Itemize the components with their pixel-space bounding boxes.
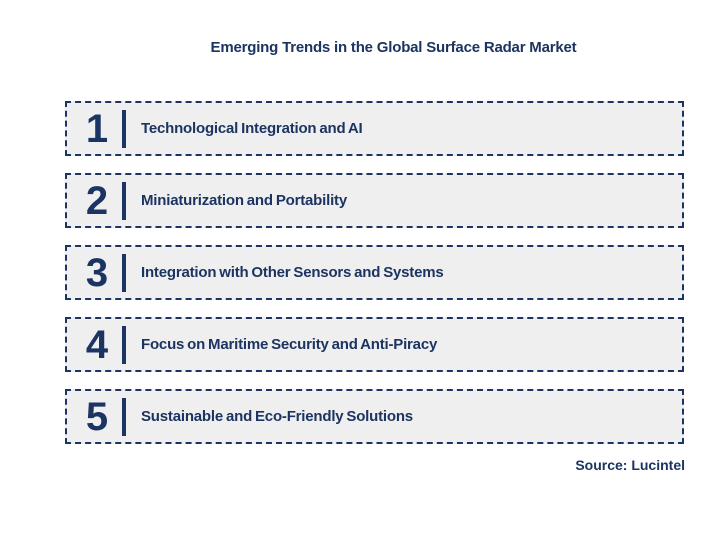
source-credit: Source: Lucintel [575,457,685,473]
trend-number: 4 [85,322,109,367]
trend-label: Sustainable and Eco-Friendly Solutions [141,408,413,425]
trend-number: 5 [85,394,109,439]
trend-box-5: 5 Sustainable and Eco-Friendly Solutions [65,389,684,444]
trend-box-3: 3 Integration with Other Sensors and Sys… [65,245,684,300]
trend-number: 3 [85,250,109,295]
divider-bar [122,253,126,292]
trend-label: Miniaturization and Portability [141,192,347,209]
trend-label: Technological Integration and AI [141,120,363,137]
trend-box-1: 1 Technological Integration and AI [65,101,684,156]
divider-bar [122,181,126,220]
divider-bar [122,397,126,436]
trend-label: Focus on Maritime Security and Anti-Pira… [141,336,438,353]
trend-number: 2 [85,178,109,223]
trends-list: 1 Technological Integration and AI 2 Min… [65,101,684,444]
trend-number: 1 [85,106,109,151]
trend-box-4: 4 Focus on Maritime Security and Anti-Pi… [65,317,684,372]
divider-bar [122,325,126,364]
page-title: Emerging Trends in the Global Surface Ra… [210,39,577,56]
divider-bar [122,109,126,148]
trend-label: Integration with Other Sensors and Syste… [141,264,444,281]
trend-box-2: 2 Miniaturization and Portability [65,173,684,228]
